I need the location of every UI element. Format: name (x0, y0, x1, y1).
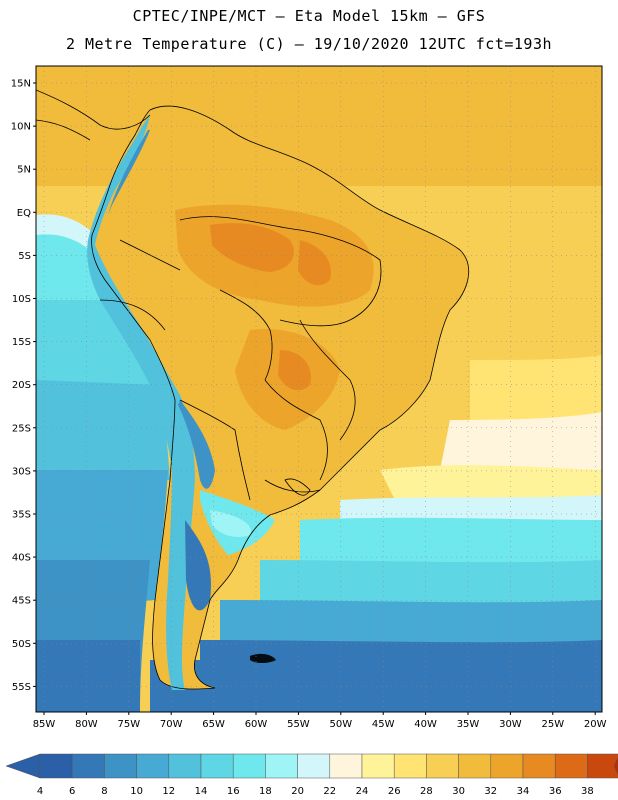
colorbar-label: 28 (420, 786, 433, 797)
latitude-label: 25S (12, 423, 31, 434)
colorbar-swatch (200, 753, 234, 779)
longitude-label: 85W (33, 719, 56, 730)
longitude-label: 45W (372, 719, 395, 730)
longitude-label: 25W (541, 719, 564, 730)
colorbar-label: 30 (452, 786, 465, 797)
colorbar-swatch (426, 753, 459, 779)
title-line-2: 2 Metre Temperature (C) – 19/10/2020 12U… (65, 35, 553, 53)
longitude-label: 55W (287, 719, 310, 730)
longitude-label: 35W (457, 719, 480, 730)
colorbar-label: 8 (101, 786, 107, 797)
colorbar-label: 26 (388, 786, 401, 797)
colorbar-label: 16 (227, 786, 240, 797)
colorbar-swatch (104, 753, 137, 779)
colorbar-label: 18 (259, 786, 272, 797)
country-borders (36, 89, 469, 690)
map-frame (35, 65, 603, 713)
latitude-label: 55S (12, 682, 31, 693)
longitude-label: 80W (75, 719, 98, 730)
latitude-label: 50S (12, 639, 31, 650)
ocean-field (36, 66, 602, 712)
latitude-label: EQ (17, 208, 31, 219)
colorbar-swatch (168, 753, 202, 779)
latitude-label: 15N (11, 79, 31, 90)
colorbar-swatch (522, 753, 556, 779)
latitude-label: 5N (17, 165, 31, 176)
colorbar-swatch (136, 753, 170, 779)
colorbar-swatch (232, 753, 266, 779)
colorbar-label: 6 (69, 786, 75, 797)
longitude-label: 20W (584, 719, 607, 730)
longitude-label: 60W (245, 719, 268, 730)
latitude-label: 30S (12, 466, 31, 477)
colorbar-swatch (554, 753, 588, 779)
colorbar-swatch (587, 753, 618, 779)
colorbar-label: 36 (549, 786, 562, 797)
colorbar-swatch (71, 753, 105, 779)
longitude-label: 65W (202, 719, 225, 730)
colorbar-label: 14 (195, 786, 208, 797)
latitude-label: 20S (12, 380, 31, 391)
colorbar-swatch (393, 753, 427, 779)
colorbar-label: 34 (517, 786, 530, 797)
colorbar-label: 20 (291, 786, 304, 797)
longitude-label: 40W (414, 719, 437, 730)
colorbar-swatch (490, 753, 524, 779)
latitude-label: 35S (12, 510, 31, 521)
title-line-1: CPTEC/INPE/MCT – Eta Model 15km – GFS (132, 7, 486, 25)
longitude-labels: 85W 80W 75W 70W 65W 60W 55W 50W 45W 40W 35W 30W 25W 2… (33, 712, 607, 730)
colorbar-label: 12 (162, 786, 175, 797)
longitude-label: 50W (329, 719, 352, 730)
latitude-label: 40S (12, 553, 31, 564)
colorbar-swatch (265, 753, 298, 779)
latitude-label: 10S (12, 294, 31, 305)
andes-cool-band (87, 115, 195, 690)
colorbar-label: 38 (581, 786, 594, 797)
latitude-label: 15S (12, 337, 31, 348)
latitude-label: 10N (11, 122, 31, 133)
colorbar-swatch (361, 753, 395, 779)
latitude-label: 5S (18, 251, 31, 262)
colorbar-label: 10 (130, 786, 143, 797)
colorbar-swatch (39, 753, 73, 779)
colorbar-labels: 4 6 8 10 12 14 16 18 20 22 24 26 28 30 32 34 36 38 (37, 786, 594, 797)
colorbar-swatches (5, 753, 618, 779)
longitude-label: 70W (160, 719, 183, 730)
colorbar-under-arrow (5, 753, 41, 779)
colorbar-swatch (458, 753, 492, 779)
colorbar-label: 24 (356, 786, 369, 797)
colorbar-label: 32 (484, 786, 497, 797)
longitude-label: 30W (499, 719, 522, 730)
longitude-label: 75W (117, 719, 140, 730)
colorbar-swatch (297, 753, 331, 779)
colorbar-label: 22 (323, 786, 336, 797)
colorbar-swatch (329, 753, 363, 779)
latitude-label: 45S (12, 596, 31, 607)
colorbar-label: 4 (37, 786, 43, 797)
latitude-labels: 15N 10N 5N EQ 5S 10S 15S 20S 25S 30S 35S 40S 45S 50S 5… (11, 79, 36, 693)
colorbar-over-arrow (613, 756, 618, 776)
